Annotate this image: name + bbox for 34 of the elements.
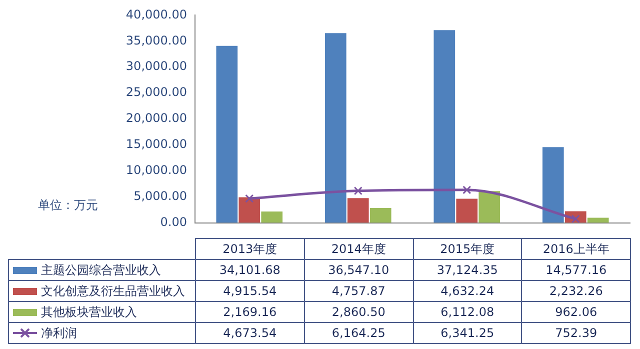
text: 34,101.68: [219, 263, 280, 277]
text: 2,169.16: [223, 305, 277, 319]
legend-label: 主题公园综合营业收入: [41, 262, 161, 276]
y-tick-label: 15,000.00: [126, 137, 187, 152]
text: 4,673.54: [223, 326, 277, 340]
text: 4,915.54: [223, 284, 277, 298]
y-tick-label: 10,000.00: [126, 163, 187, 178]
y-tick-label: 25,000.00: [126, 85, 187, 100]
text: 2,860.50: [332, 305, 386, 319]
text: 4,632.24: [440, 284, 494, 298]
text: 37,124.35: [436, 263, 498, 277]
x-tick-label: 2013年度: [196, 238, 304, 260]
y-tick-label: 20,000.00: [126, 111, 187, 126]
text: 36,547.10: [328, 263, 390, 277]
y-tick-label: 0.00: [160, 214, 187, 229]
text: 6,112.08: [440, 305, 494, 319]
text: 2,232.26: [549, 284, 603, 298]
x-tick-label: 2015年度: [413, 238, 522, 260]
text: 4,757.87: [332, 284, 386, 298]
legend-label: 其他板块营业收入: [41, 304, 137, 318]
x-tick-label: 2014年度: [304, 238, 413, 260]
y-tick-label: 35,000.00: [126, 33, 187, 48]
y-tick-label: 40,000.00: [126, 7, 187, 22]
y-tick-label: 5,000.00: [134, 188, 187, 203]
text: 14,577.16: [546, 263, 607, 277]
legend-label: 文化创意及衍生品营业收入: [41, 284, 185, 298]
x-tick-label: 2016上半年: [522, 238, 630, 260]
legend-label: 净利润: [41, 326, 77, 340]
text: 752.39: [555, 326, 598, 340]
text: 962.06: [555, 305, 598, 319]
text: 6,341.25: [440, 326, 494, 340]
text: 6,164.25: [332, 326, 386, 340]
y-tick-label: 30,000.00: [126, 59, 187, 74]
text: 单位：万元: [38, 197, 98, 214]
